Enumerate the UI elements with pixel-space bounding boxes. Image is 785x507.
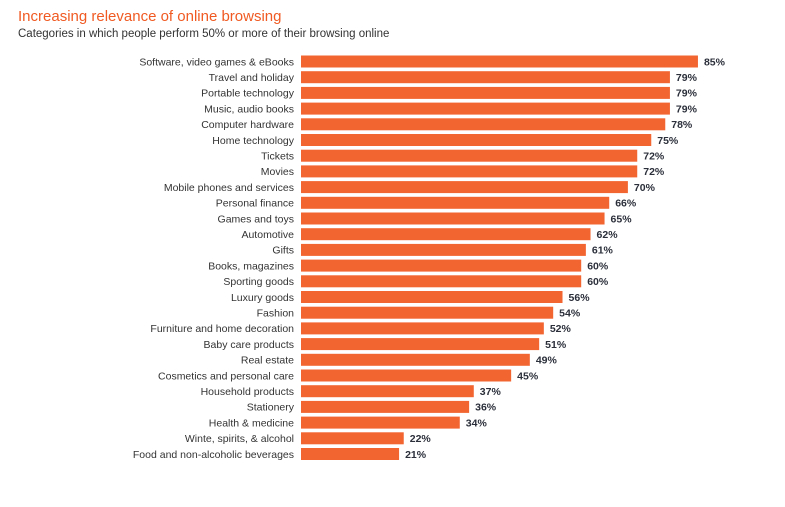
category-label: Travel and holiday	[209, 72, 295, 84]
value-label: 49%	[536, 355, 558, 367]
bar	[301, 369, 512, 382]
bar	[301, 149, 638, 162]
value-label: 54%	[559, 308, 581, 320]
value-label: 79%	[676, 88, 698, 100]
category-label: Fashion	[257, 308, 295, 320]
bar	[301, 118, 666, 131]
category-label: Automotive	[241, 229, 294, 241]
category-label: Games and toys	[218, 213, 294, 225]
category-label: Winte, spirits, & alcohol	[185, 433, 294, 445]
bar	[301, 243, 586, 256]
value-label: 72%	[643, 166, 665, 178]
bar	[301, 306, 554, 319]
category-label: Stationery	[247, 402, 295, 414]
value-label: 60%	[587, 276, 609, 288]
category-label: Movies	[261, 166, 294, 178]
value-label: 70%	[634, 182, 656, 194]
category-label: Books, magazines	[208, 260, 294, 272]
category-label: Household products	[201, 386, 294, 398]
category-label: Health & medicine	[209, 417, 294, 429]
bar	[301, 416, 460, 429]
bar	[301, 291, 563, 303]
category-label: Music, audio books	[204, 103, 294, 115]
value-label: 52%	[550, 323, 572, 335]
category-label: Personal finance	[216, 198, 294, 210]
bar	[301, 86, 670, 99]
category-label: Food and non-alcoholic beverages	[133, 449, 294, 461]
value-label: 60%	[587, 260, 609, 272]
category-label: Home technology	[212, 135, 294, 147]
category-label: Baby care products	[204, 339, 294, 351]
category-label: Furniture and home decoration	[150, 323, 294, 335]
value-label: 56%	[569, 292, 591, 304]
value-label: 66%	[615, 198, 637, 210]
bar	[301, 338, 540, 351]
value-label: 79%	[676, 72, 698, 84]
value-label: 85%	[704, 56, 726, 68]
value-label: 75%	[657, 135, 679, 147]
value-label: 62%	[597, 229, 619, 241]
bar	[301, 385, 474, 398]
value-label: 51%	[545, 339, 567, 351]
bar	[301, 400, 470, 413]
category-label: Tickets	[261, 151, 294, 163]
category-label: Computer hardware	[201, 119, 294, 131]
chart-subtitle: Categories in which people perform 50% o…	[18, 28, 390, 40]
bar	[301, 71, 670, 84]
chart-title: Increasing relevance of online browsing	[18, 8, 282, 25]
value-label: 72%	[643, 151, 665, 163]
value-label: 21%	[405, 449, 427, 461]
bar	[301, 353, 530, 366]
bar	[301, 196, 610, 209]
bar	[301, 259, 582, 272]
category-label: Cosmetics and personal care	[158, 370, 294, 382]
value-label: 61%	[592, 245, 614, 257]
bar	[301, 102, 670, 115]
bar	[301, 181, 628, 194]
bar	[301, 448, 400, 460]
value-label: 65%	[611, 213, 633, 225]
value-label: 79%	[676, 103, 698, 115]
bar	[301, 432, 404, 445]
value-label: 37%	[480, 386, 502, 398]
category-label: Software, video games & eBooks	[139, 56, 294, 68]
category-label: Gifts	[272, 245, 294, 257]
bar	[301, 55, 698, 68]
bar	[301, 134, 652, 146]
value-label: 22%	[410, 433, 432, 445]
value-label: 36%	[475, 402, 497, 414]
category-label: Luxury goods	[231, 292, 294, 304]
value-label: 78%	[671, 119, 693, 131]
value-label: 45%	[517, 370, 539, 382]
category-label: Mobile phones and services	[164, 182, 294, 194]
category-label: Real estate	[241, 355, 294, 367]
bar	[301, 228, 591, 241]
value-label: 34%	[466, 417, 488, 429]
category-label: Portable technology	[201, 88, 295, 100]
bar	[301, 275, 582, 288]
category-label: Sporting goods	[223, 276, 294, 288]
bar	[301, 322, 544, 335]
bar	[301, 212, 605, 225]
bar	[301, 165, 638, 178]
